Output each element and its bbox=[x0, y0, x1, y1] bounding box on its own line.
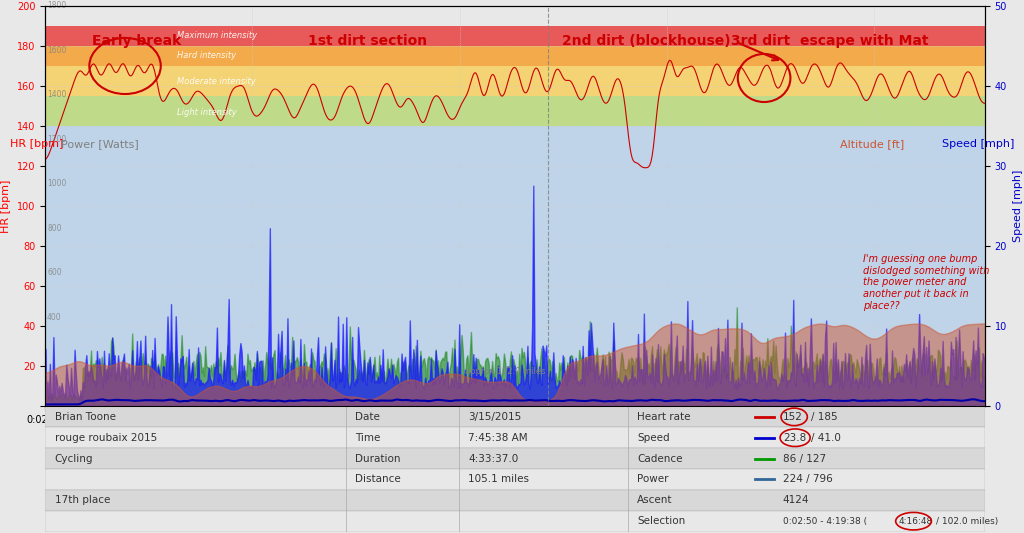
Text: Power [Watts]: Power [Watts] bbox=[61, 139, 139, 149]
Text: 1800: 1800 bbox=[47, 2, 67, 10]
Bar bbox=[45, 26, 985, 46]
Y-axis label: Speed [mph]: Speed [mph] bbox=[1013, 170, 1023, 243]
Text: 3rd dirt  escape with Mat: 3rd dirt escape with Mat bbox=[731, 34, 929, 48]
Text: 0:02:50 - 4:19:38 (: 0:02:50 - 4:19:38 ( bbox=[783, 516, 867, 526]
Text: Altitude [ft]: Altitude [ft] bbox=[840, 139, 904, 149]
Text: Light intensity: Light intensity bbox=[177, 108, 237, 117]
Bar bbox=[45, 96, 985, 126]
Text: Ascent: Ascent bbox=[637, 495, 673, 505]
Bar bbox=[45, 126, 985, 407]
Text: Cycling: Cycling bbox=[54, 454, 93, 464]
Text: 152: 152 bbox=[783, 412, 803, 422]
Text: 105.1 miles: 105.1 miles bbox=[468, 474, 529, 484]
Bar bbox=[45, 66, 985, 96]
Text: 4:16:48: 4:16:48 bbox=[898, 516, 933, 526]
Text: / 41.0: / 41.0 bbox=[811, 433, 841, 443]
Text: 400: 400 bbox=[47, 313, 61, 322]
Text: 1200: 1200 bbox=[47, 135, 67, 144]
Y-axis label: HR [bpm]: HR [bpm] bbox=[1, 180, 11, 233]
Text: rouge roubaix 2015: rouge roubaix 2015 bbox=[54, 433, 157, 443]
Text: HR [bpm]: HR [bpm] bbox=[10, 139, 63, 149]
Text: 7:45:38 AM: 7:45:38 AM bbox=[468, 433, 527, 443]
Text: Selection: Selection bbox=[637, 516, 685, 526]
Text: 4124: 4124 bbox=[783, 495, 809, 505]
Text: 3/15/2015: 3/15/2015 bbox=[468, 412, 521, 422]
Bar bbox=[45, 407, 985, 427]
Text: Early break: Early break bbox=[92, 34, 181, 48]
Text: Distance: Distance bbox=[355, 474, 401, 484]
Text: Speed: Speed bbox=[637, 433, 670, 443]
Bar bbox=[45, 126, 985, 407]
Text: 1400: 1400 bbox=[47, 91, 67, 99]
Text: 1600: 1600 bbox=[47, 46, 67, 55]
Text: Cadence: Cadence bbox=[637, 454, 683, 464]
Text: 86 / 127: 86 / 127 bbox=[783, 454, 826, 464]
Text: / 102.0 miles): / 102.0 miles) bbox=[936, 516, 998, 526]
Text: Maximum intensity: Maximum intensity bbox=[177, 31, 257, 41]
Text: 800: 800 bbox=[47, 224, 61, 233]
Text: 600: 600 bbox=[47, 269, 61, 277]
Text: Date: Date bbox=[355, 412, 380, 422]
Text: Duration: Duration bbox=[355, 454, 400, 464]
Text: Time: Time bbox=[355, 433, 381, 443]
Bar bbox=[45, 448, 985, 469]
Text: approx 102.0 miles: approx 102.0 miles bbox=[466, 367, 546, 376]
Bar bbox=[45, 490, 985, 511]
Text: Heart rate: Heart rate bbox=[637, 412, 691, 422]
Text: 23.8: 23.8 bbox=[783, 433, 806, 443]
Bar bbox=[45, 469, 985, 490]
Text: 4:33:37.0: 4:33:37.0 bbox=[468, 454, 518, 464]
Text: 1000: 1000 bbox=[47, 180, 67, 188]
Bar bbox=[45, 427, 985, 448]
Text: I'm guessing one bump
dislodged something with
the power meter and
another put i: I'm guessing one bump dislodged somethin… bbox=[863, 254, 989, 311]
Text: 224 / 796: 224 / 796 bbox=[783, 474, 833, 484]
Bar bbox=[45, 511, 985, 531]
Text: Hard intensity: Hard intensity bbox=[177, 52, 236, 60]
Text: Power: Power bbox=[637, 474, 669, 484]
Text: Speed [mph]: Speed [mph] bbox=[942, 139, 1015, 149]
Text: / 185: / 185 bbox=[811, 412, 838, 422]
Text: Moderate intensity: Moderate intensity bbox=[177, 77, 255, 86]
Bar bbox=[45, 46, 985, 66]
Text: 2nd dirt (blockhouse): 2nd dirt (blockhouse) bbox=[562, 34, 731, 48]
Text: Brian Toone: Brian Toone bbox=[54, 412, 116, 422]
Text: 1st dirt section: 1st dirt section bbox=[308, 34, 427, 48]
Text: 17th place: 17th place bbox=[54, 495, 110, 505]
